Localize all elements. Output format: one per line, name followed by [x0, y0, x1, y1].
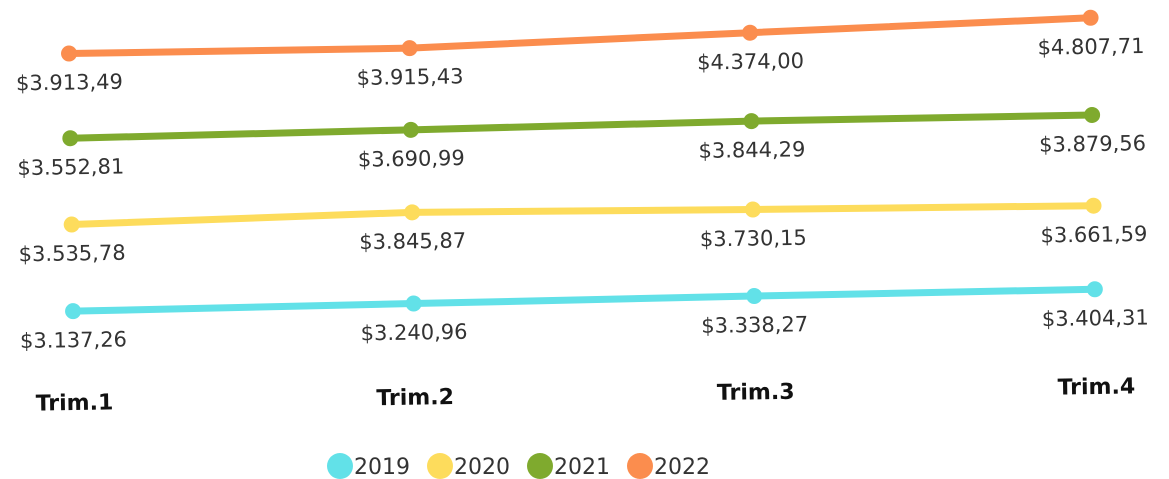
- data-point: [63, 216, 80, 233]
- data-label: $3.535,78: [19, 241, 126, 267]
- data-label: $4.807,71: [1037, 34, 1144, 60]
- data-point: [401, 40, 418, 57]
- data-label: $4.374,00: [697, 49, 804, 75]
- data-label: $3.338,27: [701, 312, 808, 338]
- data-point: [742, 24, 759, 41]
- data-point: [402, 121, 419, 138]
- data-point: [1085, 197, 1102, 214]
- legend-label: 2020: [454, 455, 510, 479]
- plot-area: $3.137,26 $3.240,96 $3.338,27 $3.404,31 $3.5…: [16, 9, 1149, 417]
- x-tick-label: Trim.3: [717, 380, 795, 406]
- data-point: [405, 295, 422, 312]
- series-line: [65, 14, 1095, 58]
- x-tick-label: Trim.1: [36, 390, 114, 416]
- data-label: $3.240,96: [360, 320, 467, 346]
- data-point: [744, 201, 761, 218]
- data-label: $3.137,26: [20, 327, 127, 353]
- x-tick-label: Trim.4: [1057, 374, 1135, 400]
- data-point: [1084, 106, 1101, 123]
- legend-label: 2021: [554, 455, 610, 479]
- legend-label: 2022: [654, 455, 710, 479]
- legend-swatch: [327, 453, 353, 479]
- data-label: $3.845,87: [359, 228, 466, 254]
- data-label: $3.730,15: [700, 226, 807, 252]
- data-label: $3.661,59: [1040, 222, 1147, 248]
- data-label: $3.879,56: [1039, 131, 1146, 157]
- legend-swatch: [427, 453, 453, 479]
- data-point: [62, 130, 79, 147]
- series-line: [68, 202, 1098, 229]
- data-point: [404, 204, 421, 221]
- data-label: $3.690,99: [358, 146, 465, 172]
- data-point: [65, 303, 82, 320]
- data-label: $3.915,43: [356, 64, 463, 90]
- data-label: $3.552,81: [17, 154, 124, 180]
- data-label: $3.404,31: [1042, 305, 1149, 331]
- legend: 2019 2020 2021 2022: [327, 453, 710, 479]
- data-point: [1086, 281, 1103, 298]
- data-point: [746, 288, 763, 305]
- legend-swatch: [627, 453, 653, 479]
- legend-label: 2019: [354, 455, 410, 479]
- series-line: [66, 111, 1096, 142]
- series-line: [69, 285, 1099, 315]
- data-point: [61, 45, 78, 62]
- legend-swatch: [527, 453, 553, 479]
- data-label: $3.913,49: [16, 70, 123, 96]
- x-tick-label: Trim.2: [376, 385, 454, 411]
- data-label: $3.844,29: [698, 137, 805, 163]
- data-point: [743, 113, 760, 130]
- data-point: [1082, 9, 1099, 26]
